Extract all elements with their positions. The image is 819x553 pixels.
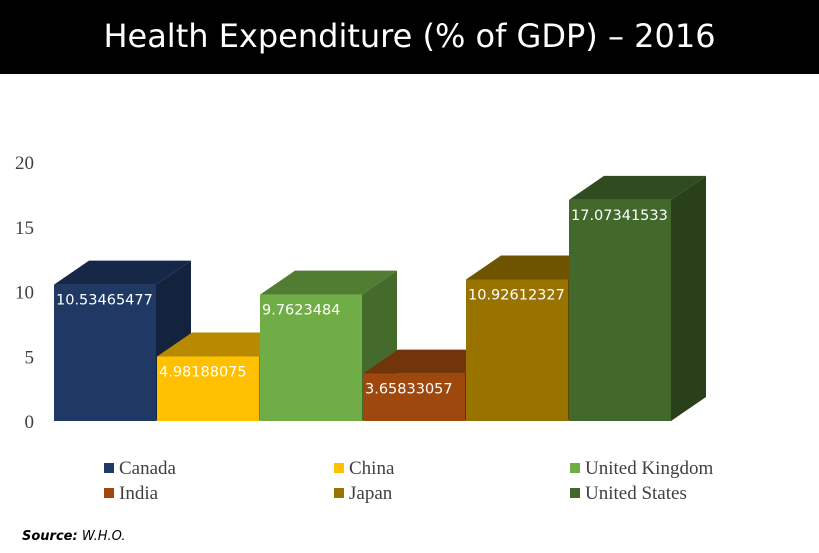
data-label: 3.65833057	[365, 382, 453, 398]
legend-label: Japan	[349, 483, 393, 504]
data-label: 17.07341533	[571, 208, 668, 224]
y-tick-label: 20	[15, 153, 34, 174]
bar-side	[671, 175, 706, 421]
source-label: Source:	[22, 529, 78, 544]
y-tick-label: 0	[25, 412, 35, 433]
legend-label: India	[119, 483, 159, 504]
legend-label: United States	[585, 483, 687, 504]
legend-swatch	[334, 488, 344, 498]
data-label: 9.7623484	[262, 303, 340, 319]
bar	[363, 373, 465, 421]
source-value: W.H.O.	[81, 529, 126, 544]
chart-title: Health Expenditure (% of GDP) – 2016	[103, 17, 716, 55]
data-label: 4.98188075	[159, 364, 247, 380]
bar	[54, 284, 156, 421]
bar	[260, 294, 362, 421]
legend-swatch	[334, 463, 344, 473]
y-tick-label: 15	[15, 218, 34, 239]
source-note: Source: W.H.O.	[22, 529, 126, 544]
bar-top	[363, 349, 500, 374]
data-label: 10.53465477	[56, 293, 153, 309]
bar-top	[466, 255, 603, 280]
bar-top	[569, 175, 706, 200]
bar-top	[260, 270, 397, 295]
bar-top	[54, 260, 191, 285]
title-bar	[0, 0, 819, 74]
bar	[466, 279, 568, 421]
legend-swatch	[570, 488, 580, 498]
legend-swatch	[570, 463, 580, 473]
bar	[157, 356, 259, 421]
legend-swatch	[104, 488, 114, 498]
legend-label: Canada	[119, 458, 177, 479]
y-tick-label: 5	[25, 347, 35, 368]
data-label: 10.92612327	[468, 288, 565, 304]
legend-label: United Kingdom	[585, 458, 713, 479]
legend-swatch	[104, 463, 114, 473]
legend-label: China	[349, 458, 395, 479]
bar	[569, 199, 671, 421]
bar-top	[157, 332, 294, 357]
y-tick-label: 10	[15, 283, 34, 304]
